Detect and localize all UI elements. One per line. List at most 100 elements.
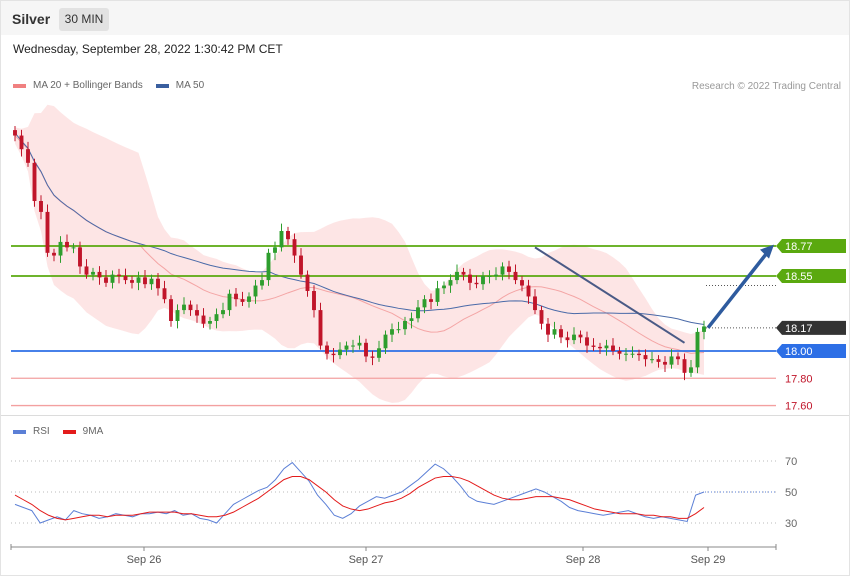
- candle: [110, 270, 115, 289]
- level-tag-18.00: [776, 344, 846, 358]
- candle: [84, 259, 89, 279]
- candle-body: [58, 241, 63, 256]
- candle-body: [279, 231, 284, 248]
- candle-body: [26, 149, 30, 163]
- candle: [143, 270, 147, 289]
- candle-body: [286, 231, 290, 240]
- candle: [507, 260, 511, 280]
- candle-body: [409, 318, 414, 321]
- candle: [286, 226, 290, 245]
- candle-body: [305, 274, 310, 291]
- candle: [370, 350, 375, 366]
- candle: [78, 241, 82, 274]
- candle: [162, 280, 167, 304]
- candle-body: [312, 291, 316, 311]
- candle: [97, 266, 102, 285]
- panel-separator: [1, 415, 849, 416]
- candle: [214, 308, 219, 329]
- candle: [91, 267, 95, 281]
- candle: [494, 267, 498, 281]
- rsi-line: [14, 461, 705, 524]
- candle: [58, 236, 63, 263]
- candle-body: [604, 345, 609, 349]
- candle-body: [91, 271, 95, 275]
- candle: [682, 353, 687, 381]
- rsi-9ma-line: [14, 476, 705, 521]
- candle: [136, 271, 141, 291]
- candle: [221, 302, 225, 319]
- candle-body: [117, 274, 121, 276]
- candle-body: [377, 348, 381, 358]
- datetime-label: Wednesday, September 28, 2022 1:30:42 PM…: [13, 42, 283, 56]
- candle-body: [370, 356, 375, 358]
- rsi-tick-50: 50: [785, 487, 797, 499]
- level-tag-18.77: [776, 239, 846, 253]
- candle: [227, 289, 232, 316]
- legend-ma20: MA 20 + Bollinger Bands: [13, 80, 143, 91]
- candle-body: [416, 307, 420, 319]
- candle: [39, 195, 43, 220]
- rsi-tick-30: 30: [785, 518, 797, 530]
- candle-body: [182, 304, 186, 311]
- candle: [234, 288, 238, 307]
- rsi-tick-70: 70: [785, 456, 797, 468]
- candle-body: [695, 331, 700, 368]
- candle: [663, 356, 667, 372]
- candle: [546, 318, 550, 342]
- level-label-17.80: 17.80: [785, 373, 813, 385]
- candle: [383, 330, 388, 354]
- candle-body: [227, 293, 232, 311]
- candle-body: [630, 353, 635, 355]
- candle-body: [461, 271, 466, 275]
- candle-body: [260, 280, 264, 286]
- candle-body: [390, 329, 394, 335]
- candle-body: [689, 367, 693, 373]
- candle-body: [624, 353, 628, 355]
- candle-body: [344, 345, 349, 350]
- candle-body: [78, 247, 82, 267]
- candle-body: [97, 271, 102, 278]
- candle: [643, 349, 648, 367]
- rsi-legend: RSI 9MA: [13, 426, 116, 437]
- candle: [390, 323, 394, 342]
- candle-body: [546, 323, 550, 335]
- candle: [630, 346, 635, 358]
- candle: [598, 342, 602, 354]
- candle: [325, 341, 329, 360]
- bollinger-band: [15, 104, 704, 403]
- instrument-title: Silver: [12, 11, 51, 27]
- candle-body: [156, 278, 160, 289]
- candle: [305, 270, 310, 297]
- candle: [117, 268, 121, 284]
- candle-body: [591, 345, 596, 347]
- candle: [650, 351, 654, 364]
- candle-body: [208, 321, 212, 324]
- level-tag-18.17: [776, 320, 846, 335]
- ma50-line: [14, 132, 705, 326]
- level-label-18.17: 18.17: [785, 323, 813, 335]
- candle: [240, 291, 245, 306]
- candle-body: [195, 310, 199, 316]
- candle: [357, 335, 362, 350]
- trend-line: [534, 246, 686, 344]
- candle-body: [650, 359, 654, 361]
- candle: [422, 295, 427, 314]
- candle: [468, 268, 472, 291]
- x-tick-label: Sep 29: [691, 554, 726, 566]
- candle-body: [487, 276, 492, 277]
- candle-body: [240, 299, 245, 302]
- x-tick-label: Sep 26: [127, 554, 162, 566]
- candle: [318, 302, 323, 350]
- candle: [188, 300, 193, 316]
- candle-body: [253, 285, 258, 297]
- candle-body: [396, 329, 401, 331]
- candle-body: [578, 334, 583, 338]
- candle-body: [39, 201, 43, 212]
- candle-body: [65, 241, 69, 248]
- level-tag-18.55: [776, 269, 846, 283]
- candle-body: [234, 293, 238, 300]
- candle: [312, 285, 316, 318]
- timeframe-badge[interactable]: 30 MIN: [59, 8, 109, 31]
- candle: [669, 349, 674, 369]
